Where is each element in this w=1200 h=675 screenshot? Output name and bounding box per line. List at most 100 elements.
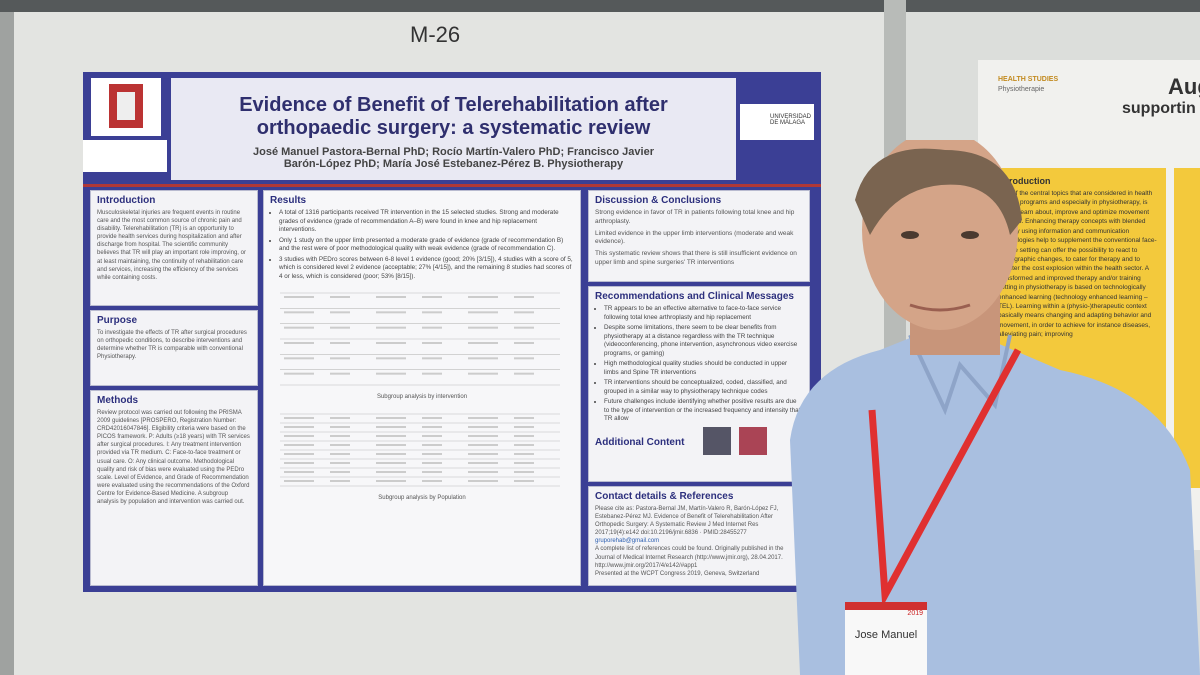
section-heading: Methods	[97, 395, 139, 406]
table-cell-text	[422, 471, 442, 473]
table-cell-text	[284, 471, 314, 473]
table-cell-text	[284, 296, 314, 298]
results-box: Results A total of 1316 participants rec…	[263, 190, 581, 586]
table-cell-text	[514, 296, 534, 298]
table-cell-text	[422, 453, 442, 455]
qr	[738, 426, 767, 455]
table-cell-text	[330, 435, 350, 437]
table-cell-text	[514, 311, 534, 314]
table-cell-text	[284, 435, 314, 437]
table-cell-text	[284, 480, 314, 482]
table-cell-text	[376, 357, 406, 360]
table-cell-text	[468, 471, 498, 473]
table-cell-text	[514, 444, 534, 446]
neighbor-heading: Introduction	[998, 176, 1051, 186]
table-cell-text	[376, 426, 406, 428]
discussion-body: Strong evidence in favor of TR in patien…	[595, 209, 803, 268]
contact-email: gruporehab@gmail.com	[595, 538, 660, 545]
table-cell-text	[376, 326, 406, 329]
table-cell-text	[284, 426, 314, 428]
table-cell-text	[376, 296, 406, 298]
section-heading: Introduction	[97, 195, 156, 206]
table-cell-text	[468, 342, 498, 344]
title-rule	[83, 184, 821, 187]
table-cell-text	[468, 417, 498, 419]
contact-note: A complete list of references could be f…	[595, 546, 784, 561]
badge-year: 2019	[907, 610, 923, 617]
table-cell-text	[330, 296, 350, 298]
table-cell-text	[422, 311, 442, 314]
discussion-paragraph: This systematic review shows that there …	[595, 250, 797, 266]
section-body: Musculoskeletal injuries are frequent ev…	[97, 210, 246, 281]
table-cell-text	[284, 372, 314, 375]
table-cell-text	[330, 311, 350, 314]
table-cell-text	[468, 453, 498, 455]
table-cell-text	[284, 417, 314, 419]
table-cell-text	[284, 311, 314, 314]
table-cell-text	[514, 462, 534, 464]
table-cell-text	[422, 326, 442, 329]
table-cell-text	[422, 480, 442, 482]
table-cell-text	[422, 417, 442, 419]
table-cell-text	[284, 357, 314, 360]
table-cell-text	[376, 462, 406, 464]
section-heading: Additional Content	[595, 436, 685, 448]
contact-presented: Presented at the WCPT Congress 2019, Gen…	[595, 570, 760, 577]
table-cell-text	[284, 453, 314, 455]
ceiling	[0, 0, 1200, 12]
table-cell-text	[422, 462, 442, 464]
table-cell-text	[284, 326, 314, 329]
table-cell-text	[330, 342, 350, 344]
table-cell-text	[514, 417, 534, 419]
table-cell-text	[376, 342, 406, 344]
title-line: orthopaedic surgery: a systematic review	[256, 117, 651, 139]
table-cell-text	[376, 372, 406, 375]
table-cell-text	[376, 480, 406, 482]
section-heading: Discussion & Conclusions	[595, 195, 722, 206]
neighbor-header: HEALTH STUDIES	[998, 76, 1059, 83]
recommendation-bullet: TR interventions should be conceptualize…	[604, 379, 803, 396]
table-cell-text	[422, 372, 442, 375]
frame	[0, 12, 14, 675]
badge-name: Jose Manuel	[854, 629, 918, 641]
title-line: Evidence of Benefit of Telerehabilitatio…	[239, 94, 668, 116]
logo-left-art	[109, 84, 143, 128]
table-cell-text	[514, 372, 534, 375]
authors: Barón-López PhD; María José Estebanez-Pé…	[283, 158, 624, 170]
purpose-box: Purpose To investigate the effects of TR…	[90, 310, 258, 386]
poster: Evidence of Benefit of Telerehabilitatio…	[83, 72, 821, 592]
table-cell-text	[514, 426, 534, 428]
section-heading: Contact details & References	[595, 491, 734, 502]
contact-box: Contact details & References Please cite…	[588, 486, 810, 586]
mouth	[909, 303, 971, 312]
hair	[855, 148, 1022, 235]
table-cell-text	[284, 444, 314, 446]
table-cell-text	[468, 326, 498, 329]
table-cell-text	[514, 480, 534, 482]
section-heading: Recommendations and Clinical Messages	[595, 291, 794, 302]
table-caption: Subgroup analysis by intervention	[376, 394, 468, 400]
recommendation-bullet: Future challenges include identifying wh…	[604, 398, 803, 424]
table-cell-text	[468, 357, 498, 360]
table-cell-text	[376, 311, 406, 314]
table-cell-text	[330, 471, 350, 473]
table-cell-text	[376, 435, 406, 437]
table-cell-text	[376, 453, 406, 455]
table-cell-text	[422, 435, 442, 437]
table-cell-text	[422, 426, 442, 428]
neighbor-title: supportin	[1122, 100, 1196, 117]
table-cell-text	[330, 357, 350, 360]
table-cell-text	[330, 462, 350, 464]
table-cell-text	[514, 342, 534, 344]
person	[790, 140, 1200, 675]
table-cell-text	[514, 453, 534, 455]
neighbor-body: One of the central topics that are consi…	[998, 190, 1157, 339]
table-cell-text	[284, 462, 314, 464]
table-cell-text	[468, 444, 498, 446]
table-1	[280, 292, 560, 386]
qr-codes	[702, 426, 767, 455]
table-cell-text	[330, 480, 350, 482]
table-cell-text	[284, 342, 314, 344]
table-cell-text	[468, 296, 498, 298]
results-bullet: Only 1 study on the upper limb presented…	[279, 237, 574, 254]
